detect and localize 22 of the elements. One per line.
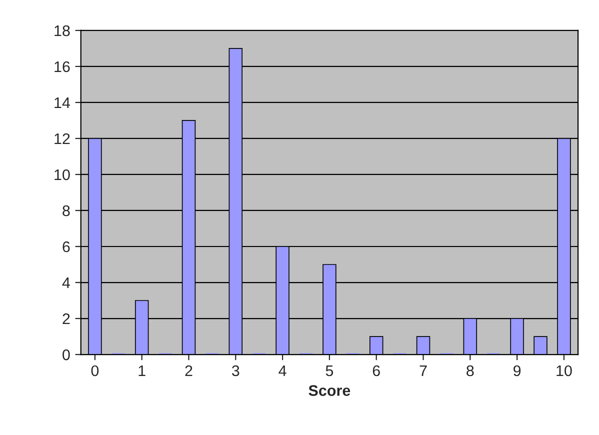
x-tick-label: 4 <box>278 366 286 376</box>
y-tick-label: 10 <box>54 169 70 180</box>
x-tick-label: 5 <box>326 366 334 376</box>
y-tick-label: 0 <box>62 349 70 360</box>
y-tick-label: 18 <box>54 25 70 36</box>
y-tick-label: 12 <box>54 133 70 144</box>
x-tick-label: 0 <box>91 365 99 376</box>
y-tick-label: 4 <box>62 278 70 288</box>
y-tick-label: 6 <box>62 241 70 252</box>
x-tick-label: 7 <box>420 366 427 376</box>
y-tick-label: 8 <box>62 205 70 216</box>
x-tick-label: 9 <box>514 365 521 376</box>
y-tick-label: 14 <box>54 97 70 108</box>
x-tick-label: 6 <box>372 365 380 376</box>
x-tick-label: 10 <box>556 365 572 376</box>
y-tick-label: 2 <box>62 313 70 324</box>
x-tick-label: 1 <box>138 366 146 376</box>
y-tick-label: 16 <box>54 61 70 72</box>
x-tick-label: 2 <box>185 365 192 376</box>
x-tick-label: 8 <box>466 365 474 376</box>
x-tick-label: 3 <box>232 365 240 376</box>
x-axis-title: Score <box>308 385 350 396</box>
